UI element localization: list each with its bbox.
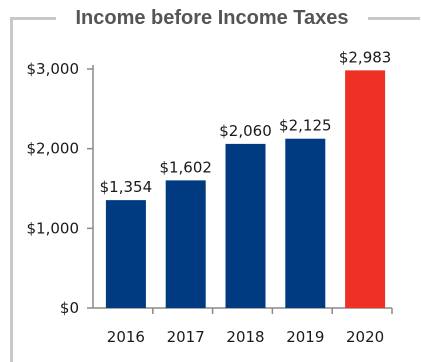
y-tick-label: $2,000 [27, 140, 80, 158]
bar-2016 [105, 200, 146, 308]
data-label-2017: $1,602 [159, 158, 212, 176]
x-tick-label-2020: 2020 [346, 328, 384, 346]
y-tick-label: $1,000 [27, 219, 80, 237]
data-label-2019: $2,125 [279, 117, 332, 135]
bar-2019 [285, 138, 326, 308]
frame-top-left [10, 17, 56, 20]
x-tick-label-2016: 2016 [107, 328, 145, 346]
x-tick-label-2017: 2017 [167, 328, 205, 346]
data-label-2018: $2,060 [219, 122, 272, 140]
frame-top-right [368, 17, 420, 20]
data-label-2016: $1,354 [100, 178, 153, 196]
bar-2020 [345, 70, 386, 308]
chart-title: Income before Income Taxes [62, 5, 362, 31]
y-tick-label: $0 [60, 299, 79, 317]
x-tick-label-2019: 2019 [286, 328, 324, 346]
bar-2018 [225, 143, 266, 308]
x-tick-label-2018: 2018 [226, 328, 264, 346]
data-label-2020: $2,983 [339, 48, 392, 66]
bar-2017 [165, 180, 206, 308]
frame-left [10, 17, 13, 362]
y-tick-label: $3,000 [27, 60, 80, 78]
